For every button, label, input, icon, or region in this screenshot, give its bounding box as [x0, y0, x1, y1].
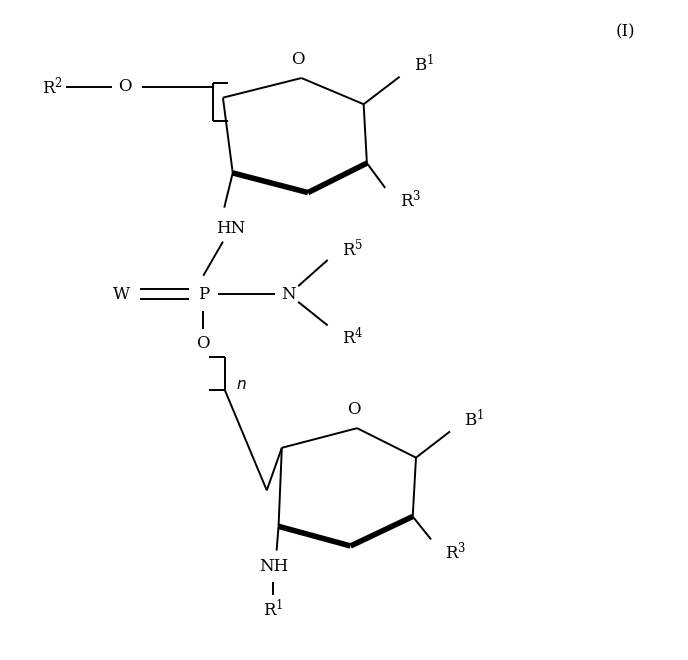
Text: W: W [113, 286, 130, 302]
Text: HN: HN [217, 220, 246, 237]
Text: $\mathregular{R^3}$: $\mathregular{R^3}$ [400, 189, 421, 211]
Text: N: N [281, 286, 296, 302]
Text: $\mathit{n}$: $\mathit{n}$ [236, 378, 246, 392]
Text: $\mathregular{R^2}$: $\mathregular{R^2}$ [42, 76, 63, 98]
Text: $\mathregular{B^1}$: $\mathregular{B^1}$ [464, 409, 484, 430]
Text: O: O [197, 335, 210, 352]
Text: $\mathregular{R^4}$: $\mathregular{R^4}$ [342, 327, 363, 348]
Text: P: P [197, 286, 209, 302]
Text: O: O [347, 401, 361, 418]
Text: $\mathregular{B^1}$: $\mathregular{B^1}$ [414, 54, 434, 75]
Text: NH: NH [259, 558, 288, 576]
Text: O: O [292, 51, 305, 68]
Text: $\mathregular{R^5}$: $\mathregular{R^5}$ [342, 237, 363, 259]
Text: (I): (I) [616, 24, 635, 41]
Text: O: O [118, 78, 131, 95]
Text: $\mathregular{R^3}$: $\mathregular{R^3}$ [445, 541, 466, 562]
Text: $\mathregular{R^1}$: $\mathregular{R^1}$ [263, 599, 283, 620]
